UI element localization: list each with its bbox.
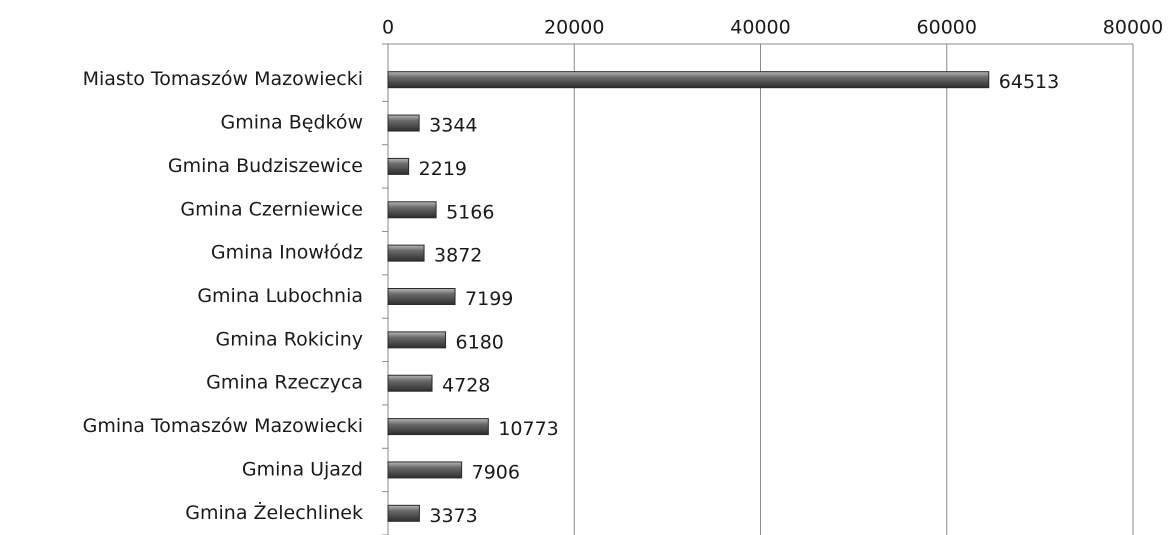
y-tick-label: Gmina Rzeczyca — [206, 372, 363, 394]
data-label: 3872 — [434, 245, 482, 267]
y-tick-label: Gmina Inowłódz — [211, 242, 363, 264]
bar — [387, 504, 420, 522]
bar — [387, 157, 410, 175]
bar — [387, 244, 425, 262]
data-label: 3373 — [429, 505, 477, 527]
data-label: 7906 — [472, 461, 520, 483]
y-tick-label: Gmina Czerniewice — [180, 198, 363, 220]
data-label: 3344 — [429, 115, 477, 137]
bar — [387, 71, 990, 89]
data-label: 4728 — [442, 375, 490, 397]
bar — [387, 461, 463, 479]
y-tick-label: Gmina Budziszewice — [168, 155, 363, 177]
y-tick-label: Gmina Ujazd — [242, 458, 363, 480]
y-tick-label: Miasto Tomaszów Mazowiecki — [83, 68, 363, 90]
y-tick-label: Gmina Lubochnia — [197, 285, 363, 307]
data-label: 6180 — [456, 331, 504, 353]
data-label: 10773 — [498, 418, 558, 440]
bar — [387, 288, 456, 305]
data-label: 2219 — [419, 158, 467, 180]
data-label: 7199 — [465, 288, 513, 310]
y-tick-label: Gmina Żelechlinek — [185, 501, 363, 524]
x-tick-label: 80000 — [1103, 17, 1163, 39]
x-tick-label: 40000 — [730, 17, 790, 39]
x-tick-label: 20000 — [544, 17, 604, 39]
bar — [387, 374, 433, 392]
bar — [387, 331, 447, 349]
x-tick-label: 0 — [382, 17, 394, 39]
y-tick-label: Gmina Rokiciny — [215, 328, 363, 350]
y-tick-label: Gmina Tomaszów Mazowiecki — [83, 415, 363, 437]
bar — [387, 418, 489, 436]
bar — [387, 201, 437, 219]
bar — [387, 114, 420, 132]
y-tick-label: Gmina Będków — [220, 112, 363, 134]
data-label: 5166 — [446, 201, 494, 223]
data-label: 64513 — [999, 71, 1059, 93]
x-tick-label: 60000 — [917, 17, 977, 39]
